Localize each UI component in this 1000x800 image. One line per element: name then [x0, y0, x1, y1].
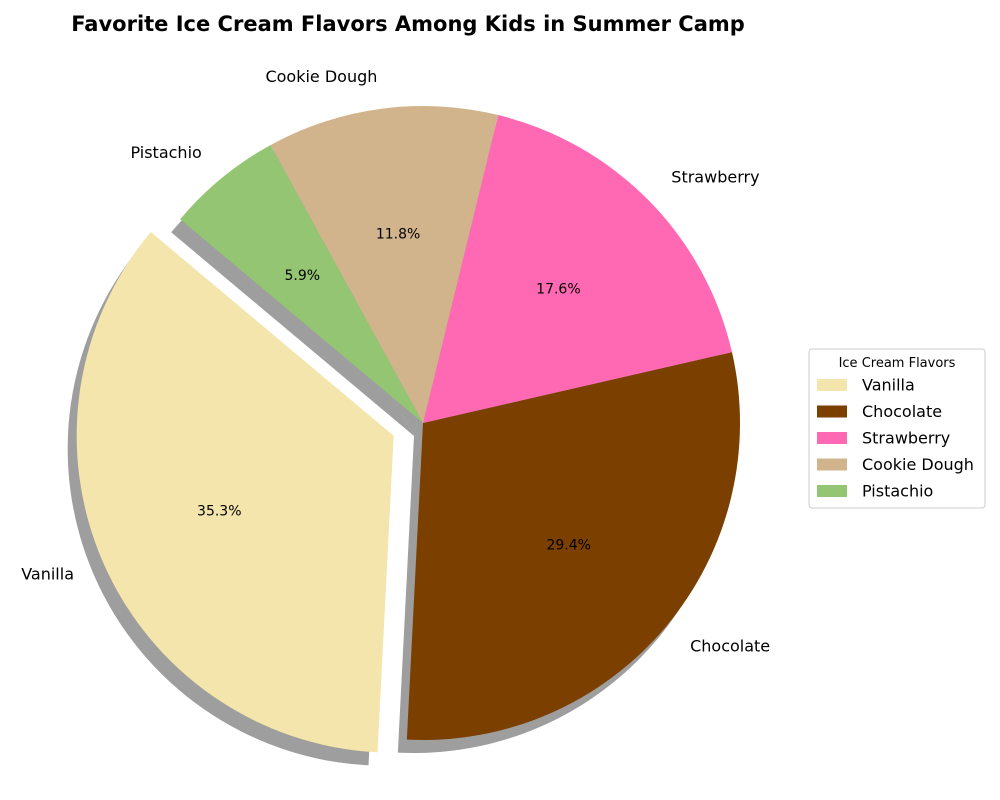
legend-frame — [808, 348, 986, 509]
percent-label-cookie-dough: 11.8% — [376, 226, 420, 242]
legend-items: Vanilla Chocolate Strawberry Cookie Dough Pi… — [817, 376, 974, 501]
legend-label-chocolate: Chocolate — [862, 402, 942, 421]
slice-label-vanilla: Vanilla — [21, 565, 74, 584]
percent-label-strawberry: 17.6% — [536, 282, 580, 298]
slice-label-pistachio: Pistachio — [130, 143, 201, 162]
pie-slice-chocolate — [406, 352, 740, 741]
slice-label-strawberry: Strawberry — [671, 168, 759, 187]
pie-slice-cookie-dough — [270, 106, 499, 424]
pie-slice-vanilla — [76, 232, 394, 753]
legend-swatch-strawberry — [817, 432, 847, 444]
percent-label-chocolate: 29.4% — [546, 537, 590, 553]
legend-label-pistachio: Pistachio — [862, 482, 933, 501]
legend-label-vanilla: Vanilla — [862, 376, 915, 395]
label-layer: Vanilla 35.3% Chocolate 29.4% Strawberry 17.6… — [21, 67, 770, 656]
slice-layer — [76, 106, 740, 753]
legend-label-strawberry: Strawberry — [862, 429, 950, 448]
legend-swatch-pistachio — [817, 485, 847, 497]
pie-slice-strawberry — [423, 115, 732, 424]
percent-label-vanilla: 35.3% — [197, 504, 241, 520]
legend-title: Ice Cream Flavors — [839, 356, 956, 371]
slice-label-chocolate: Chocolate — [690, 637, 770, 656]
legend-swatch-vanilla — [817, 379, 847, 391]
legend-label-cookie-dough: Cookie Dough — [862, 455, 974, 474]
pie-slice-pistachio — [180, 145, 423, 423]
legend-swatch-chocolate — [817, 405, 847, 418]
legend-swatch-cookie-dough — [817, 458, 847, 471]
legend: Ice Cream Flavors Vanilla Chocolate Strawb… — [808, 348, 986, 509]
percent-label-pistachio: 5.9% — [285, 268, 321, 284]
chart-title: Favorite Ice Cream Flavors Among Kids in… — [71, 12, 745, 36]
slice-label-cookie-dough: Cookie Dough — [265, 67, 377, 86]
